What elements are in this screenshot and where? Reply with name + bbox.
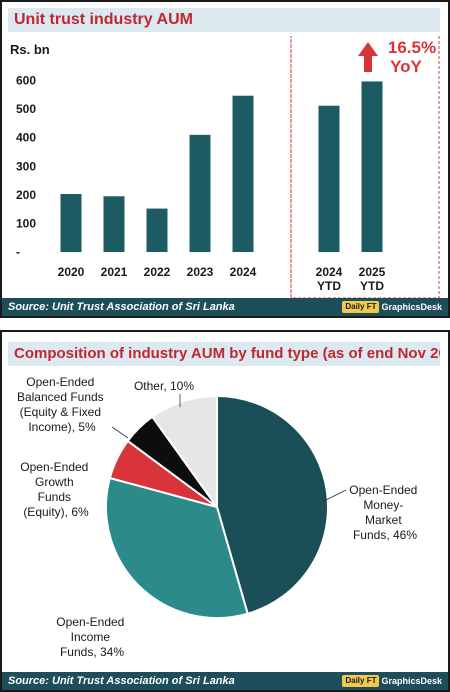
- y-tick-label: 400: [16, 131, 36, 145]
- pie-chart-footer: Source: Unit Trust Association of Sri La…: [2, 672, 448, 690]
- x-tick-label: 2025 YTD: [359, 265, 386, 293]
- bar-chart-source: Source: Unit Trust Association of Sri La…: [8, 301, 235, 313]
- slice-label-other: Other, 10%: [134, 379, 194, 393]
- pie-chart-source: Source: Unit Trust Association of Sri La…: [8, 675, 235, 687]
- y-tick-label: 300: [16, 159, 36, 173]
- slice-label-money-market: Open-Ended Money- Market Funds, 46%: [349, 483, 420, 542]
- bar-2023: [189, 134, 211, 252]
- leader-line-balanced: [111, 426, 129, 439]
- x-tick-label: 2021: [101, 265, 128, 279]
- yoy-up-arrow-icon: [358, 42, 378, 72]
- x-tick-label: 2024: [230, 265, 257, 279]
- pie-slice-income: [105, 476, 249, 619]
- x-tick-label: 2022: [144, 265, 171, 279]
- bar-chart-footer: Source: Unit Trust Association of Sri La…: [2, 298, 448, 316]
- dailyft-logo-bottom: Daily FT: [342, 675, 380, 687]
- y-tick-label: 100: [16, 216, 36, 230]
- bar-2020: [60, 194, 82, 252]
- slice-label-balanced: Open-Ended Balanced Funds (Equity & Fixe…: [17, 375, 107, 434]
- graphicsdesk-text-bottom: GraphicsDesk: [381, 676, 442, 686]
- yoy-label: YoY: [390, 57, 422, 76]
- slice-label-growth: Open-Ended Growth Funds (Equity), 6%: [20, 460, 91, 519]
- y-tick-label: -: [16, 245, 20, 259]
- dailyft-logo: Daily FT: [342, 301, 380, 313]
- y-tick-label: 500: [16, 102, 36, 116]
- bar-chart-title: Unit trust industry AUM: [8, 8, 440, 32]
- brand-mark-bottom: Daily FT GraphicsDesk: [342, 674, 442, 688]
- x-tick-label: 2020: [58, 265, 85, 279]
- brand-mark: Daily FT GraphicsDesk: [342, 300, 442, 314]
- bar-chart: Rs. bn - 100 200 300 400 500 600 2020 2021 2022 2…: [10, 36, 440, 298]
- x-tick-label: 2024 YTD: [316, 265, 343, 293]
- aum-pie-chart-panel: Composition of industry AUM by fund type…: [0, 330, 450, 692]
- bar-2024-ytd: [318, 105, 340, 252]
- x-tick-label: 2023: [187, 265, 214, 279]
- bar-2025-ytd: [361, 81, 383, 252]
- bar-2022: [146, 208, 168, 252]
- pie-chart: Open-Ended Money- Market Funds, 46% Open…: [17, 375, 420, 659]
- graphicsdesk-text: GraphicsDesk: [381, 302, 442, 312]
- pie-slice-other: [150, 394, 218, 511]
- leader-line-money-market: [321, 489, 347, 503]
- bar-2024: [232, 95, 254, 252]
- pie-slice-money-market: [216, 394, 329, 615]
- y-axis-label: Rs. bn: [10, 42, 50, 57]
- slice-label-income: Open-Ended Income Funds, 34%: [56, 615, 127, 659]
- pie-chart-title: Composition of industry AUM by fund type…: [8, 342, 440, 366]
- yoy-value: 16.5%: [388, 38, 436, 57]
- aum-bar-chart-panel: Unit trust industry AUM Rs. bn - 100 200 30…: [0, 0, 450, 318]
- y-tick-label: 600: [16, 74, 36, 88]
- y-tick-label: 200: [16, 188, 36, 202]
- bar-2021: [103, 196, 125, 252]
